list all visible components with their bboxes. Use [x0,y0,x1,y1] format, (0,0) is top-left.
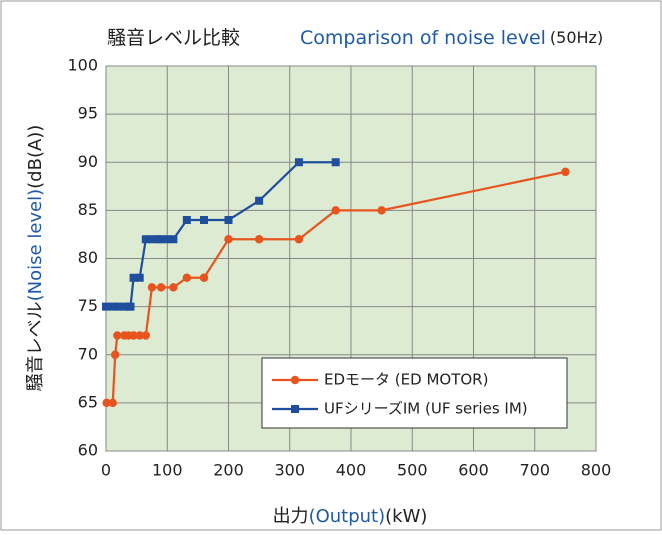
x-tick-label: 400 [336,461,367,480]
marker [102,302,110,311]
title-en: Comparison of noise level [300,27,546,49]
x-axis-label: 出力(Output)(kW) [273,506,428,527]
marker [169,283,178,292]
marker [255,196,264,205]
chart-title: 騒音レベル比較 Comparison of noise level (50Hz) [107,27,603,49]
y-tick-label: 60 [78,441,98,460]
marker [141,235,150,244]
x-tick-label: 100 [152,461,183,480]
marker [157,235,166,244]
title-ja: 騒音レベル比較 [107,27,240,49]
marker [331,206,340,215]
x-label-unit: (kW) [385,506,427,527]
marker [113,302,122,311]
y-tick-label: 75 [78,296,98,315]
marker [169,235,178,244]
title-hz: (50Hz) [550,28,603,47]
legend-marker [290,375,300,385]
marker [129,273,138,282]
y-tick-label: 85 [78,200,98,219]
x-tick-label: 200 [213,461,244,480]
marker [294,158,303,167]
marker [200,216,208,224]
x-tick-label: 800 [581,461,612,480]
y-tick-label: 70 [78,344,98,363]
legend-label: EDモータ (ED MOTOR) [324,371,488,389]
marker [377,206,386,215]
x-label-ja: 出力 [273,506,309,527]
marker [120,302,129,311]
marker [182,273,192,282]
marker [199,273,209,282]
marker [224,216,233,224]
marker [254,235,264,244]
marker [126,302,135,311]
marker [224,235,233,244]
y-tick-label: 100 [67,56,98,75]
marker [129,331,138,340]
y-axis-label: 騒音レベル(Noise level)(dB(A)) [25,125,46,392]
marker [135,331,144,340]
marker [182,216,191,224]
marker [294,235,304,244]
marker [110,350,120,359]
x-tick-label: 700 [519,461,550,480]
marker [331,158,340,167]
y-tick-label: 95 [78,104,98,123]
y-tick-label: 80 [78,248,98,267]
marker [141,331,151,340]
marker [113,331,122,340]
marker [147,283,157,292]
legend-marker [291,405,299,413]
legend-label: UFシリーズIM (UF series IM) [324,400,528,418]
x-tick-label: 0 [101,461,111,480]
legend [261,357,568,429]
y-label-unit: (dB(A)) [25,125,46,189]
y-tick-label: 90 [78,152,98,171]
x-tick-label: 600 [458,461,489,480]
marker [163,235,172,244]
x-label-en: (Output) [309,506,386,527]
marker [561,167,570,177]
marker [102,398,111,408]
marker [147,235,156,244]
y-tick-label: 65 [78,392,98,411]
y-label-en: (Noise level) [25,189,46,302]
y-label-ja: 騒音レベル [25,301,46,391]
marker [135,273,144,282]
x-tick-label: 500 [397,461,428,480]
marker [156,283,166,292]
marker [108,302,117,311]
x-tick-label: 300 [274,461,305,480]
marker [108,398,117,408]
